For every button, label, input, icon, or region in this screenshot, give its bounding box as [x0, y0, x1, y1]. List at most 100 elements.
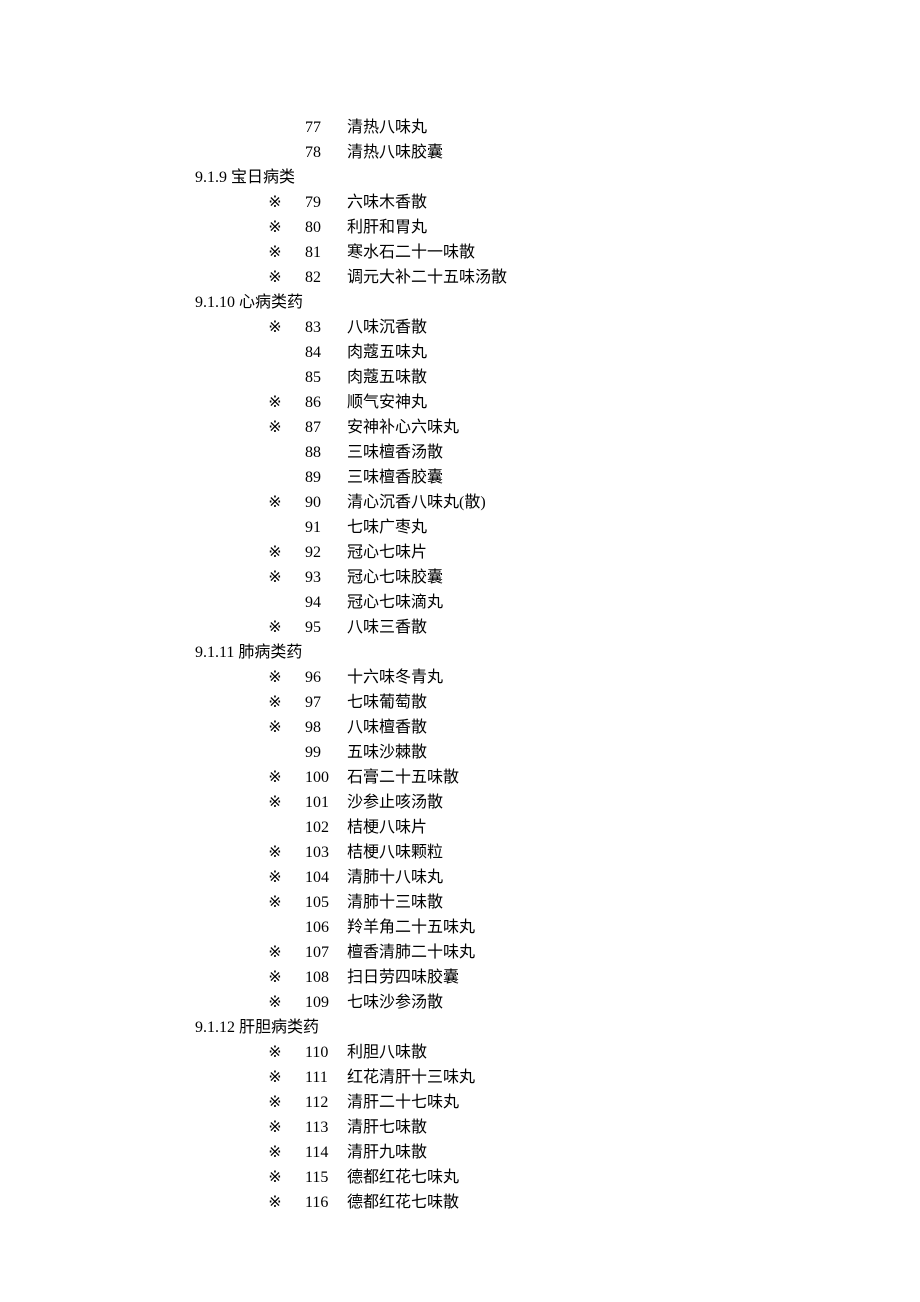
- item-number: 88: [305, 440, 347, 465]
- medicine-row: ※101沙参止咳汤散: [195, 790, 920, 815]
- medicine-name: 安神补心六味丸: [347, 415, 920, 440]
- item-number: 91: [305, 515, 347, 540]
- medicine-name: 七味葡萄散: [347, 690, 920, 715]
- item-number: 78: [305, 140, 347, 165]
- item-number: 114: [305, 1140, 347, 1165]
- medicine-name: 羚羊角二十五味丸: [347, 915, 920, 940]
- mark-symbol: ※: [245, 190, 305, 215]
- medicine-row: ※96十六味冬青丸: [195, 665, 920, 690]
- medicine-name: 檀香清肺二十味丸: [347, 940, 920, 965]
- medicine-row: ※100石膏二十五味散: [195, 765, 920, 790]
- item-number: 115: [305, 1165, 347, 1190]
- mark-symbol: ※: [245, 240, 305, 265]
- medicine-name: 利胆八味散: [347, 1040, 920, 1065]
- medicine-row: ※93冠心七味胶囊: [195, 565, 920, 590]
- medicine-name: 五味沙棘散: [347, 740, 920, 765]
- medicine-name: 肉蔻五味丸: [347, 340, 920, 365]
- item-number: 90: [305, 490, 347, 515]
- item-number: 94: [305, 590, 347, 615]
- medicine-name: 寒水石二十一味散: [347, 240, 920, 265]
- medicine-row: ※87安神补心六味丸: [195, 415, 920, 440]
- item-number: 77: [305, 115, 347, 140]
- medicine-name: 八味檀香散: [347, 715, 920, 740]
- item-number: 103: [305, 840, 347, 865]
- item-number: 99: [305, 740, 347, 765]
- medicine-name: 八味沉香散: [347, 315, 920, 340]
- mark-symbol: ※: [245, 1165, 305, 1190]
- medicine-row: 94冠心七味滴丸: [195, 590, 920, 615]
- item-number: 102: [305, 815, 347, 840]
- item-number: 106: [305, 915, 347, 940]
- medicine-name: 德都红花七味丸: [347, 1165, 920, 1190]
- item-number: 112: [305, 1090, 347, 1115]
- medicine-name: 七味沙参汤散: [347, 990, 920, 1015]
- medicine-name: 清肝九味散: [347, 1140, 920, 1165]
- medicine-row: 106羚羊角二十五味丸: [195, 915, 920, 940]
- mark-symbol: ※: [245, 715, 305, 740]
- section-header: 9.1.11 肺病类药: [195, 640, 920, 665]
- mark-symbol: ※: [245, 490, 305, 515]
- item-number: 93: [305, 565, 347, 590]
- medicine-name: 清肝七味散: [347, 1115, 920, 1140]
- medicine-row: ※109七味沙参汤散: [195, 990, 920, 1015]
- item-number: 87: [305, 415, 347, 440]
- mark-symbol: ※: [245, 1090, 305, 1115]
- medicine-row: ※103桔梗八味颗粒: [195, 840, 920, 865]
- medicine-row: 85肉蔻五味散: [195, 365, 920, 390]
- mark-symbol: ※: [245, 790, 305, 815]
- medicine-name: 七味广枣丸: [347, 515, 920, 540]
- medicine-row: 102桔梗八味片: [195, 815, 920, 840]
- item-number: 79: [305, 190, 347, 215]
- item-number: 104: [305, 865, 347, 890]
- item-number: 80: [305, 215, 347, 240]
- medicine-row: 91七味广枣丸: [195, 515, 920, 540]
- medicine-row: ※114清肝九味散: [195, 1140, 920, 1165]
- mark-symbol: ※: [245, 765, 305, 790]
- mark-symbol: ※: [245, 665, 305, 690]
- medicine-name: 扫日劳四味胶囊: [347, 965, 920, 990]
- medicine-row: ※107檀香清肺二十味丸: [195, 940, 920, 965]
- mark-symbol: ※: [245, 265, 305, 290]
- medicine-name: 清肺十三味散: [347, 890, 920, 915]
- medicine-row: ※86顺气安神丸: [195, 390, 920, 415]
- medicine-row: 89三味檀香胶囊: [195, 465, 920, 490]
- mark-symbol: ※: [245, 965, 305, 990]
- medicine-row: ※82调元大补二十五味汤散: [195, 265, 920, 290]
- item-number: 101: [305, 790, 347, 815]
- medicine-row: ※111红花清肝十三味丸: [195, 1065, 920, 1090]
- medicine-row: ※80利肝和胃丸: [195, 215, 920, 240]
- mark-symbol: ※: [245, 540, 305, 565]
- medicine-name: 八味三香散: [347, 615, 920, 640]
- mark-symbol: ※: [245, 940, 305, 965]
- medicine-row: ※110利胆八味散: [195, 1040, 920, 1065]
- medicine-name: 清肝二十七味丸: [347, 1090, 920, 1115]
- mark-symbol: ※: [245, 1065, 305, 1090]
- item-number: 89: [305, 465, 347, 490]
- mark-symbol: ※: [245, 690, 305, 715]
- item-number: 100: [305, 765, 347, 790]
- item-number: 83: [305, 315, 347, 340]
- medicine-name: 顺气安神丸: [347, 390, 920, 415]
- medicine-name: 红花清肝十三味丸: [347, 1065, 920, 1090]
- medicine-name: 桔梗八味颗粒: [347, 840, 920, 865]
- mark-symbol: ※: [245, 990, 305, 1015]
- mark-symbol: ※: [245, 315, 305, 340]
- medicine-row: ※108扫日劳四味胶囊: [195, 965, 920, 990]
- item-number: 85: [305, 365, 347, 390]
- mark-symbol: ※: [245, 615, 305, 640]
- mark-symbol: ※: [245, 1190, 305, 1215]
- item-number: 92: [305, 540, 347, 565]
- medicine-row: ※81寒水石二十一味散: [195, 240, 920, 265]
- medicine-name: 冠心七味滴丸: [347, 590, 920, 615]
- medicine-name: 沙参止咳汤散: [347, 790, 920, 815]
- medicine-name: 十六味冬青丸: [347, 665, 920, 690]
- mark-symbol: ※: [245, 215, 305, 240]
- medicine-name: 三味檀香汤散: [347, 440, 920, 465]
- item-number: 111: [305, 1065, 347, 1090]
- medicine-row: ※98八味檀香散: [195, 715, 920, 740]
- medicine-row: ※104清肺十八味丸: [195, 865, 920, 890]
- item-number: 84: [305, 340, 347, 365]
- item-number: 116: [305, 1190, 347, 1215]
- medicine-name: 桔梗八味片: [347, 815, 920, 840]
- medicine-row: ※83八味沉香散: [195, 315, 920, 340]
